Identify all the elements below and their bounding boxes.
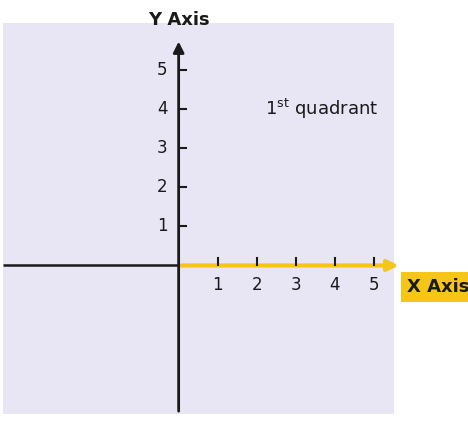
Text: 4: 4: [330, 276, 340, 294]
Text: 5: 5: [157, 61, 168, 79]
Text: Y Axis: Y Axis: [148, 11, 210, 29]
Text: 1: 1: [157, 218, 168, 235]
Text: 1$^{\mathrm{st}}$ quadrant: 1$^{\mathrm{st}}$ quadrant: [264, 97, 378, 121]
Text: 5: 5: [369, 276, 379, 294]
Text: 2: 2: [251, 276, 262, 294]
Text: 3: 3: [157, 139, 168, 157]
Text: 4: 4: [157, 100, 168, 118]
Text: X Axis: X Axis: [407, 278, 468, 296]
Text: 1: 1: [212, 276, 223, 294]
Text: 3: 3: [291, 276, 301, 294]
Text: 2: 2: [157, 178, 168, 196]
